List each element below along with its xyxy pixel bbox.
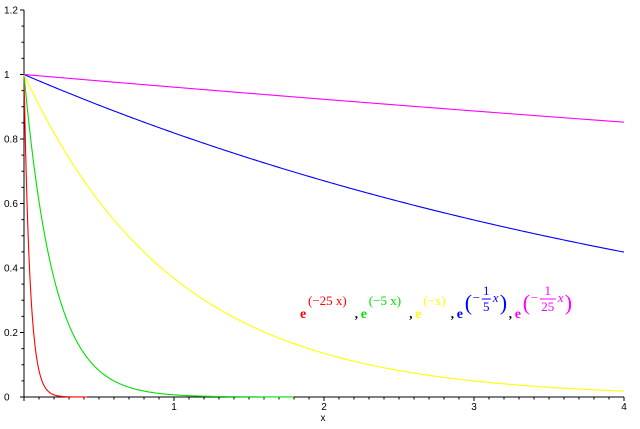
x-tick-label: 3 <box>471 402 477 413</box>
series-lines <box>23 73 625 398</box>
legend-denominator: 5 <box>483 299 490 314</box>
y-tick-label: 1 <box>4 70 10 81</box>
legend-denominator: 25 <box>541 299 554 314</box>
legend-exponent: (−25 x) <box>308 293 347 308</box>
legend-separator: , <box>509 306 512 321</box>
legend-numerator: 1 <box>483 283 490 298</box>
x-tick-label: 1 <box>171 402 177 413</box>
legend-open-paren: ( <box>523 290 530 315</box>
y-tick-label: 0.2 <box>4 328 18 339</box>
legend-base: e <box>361 307 367 322</box>
series-line <box>23 74 625 392</box>
legend-separator: , <box>355 306 358 321</box>
x-axis-label: x <box>321 413 326 424</box>
axes <box>23 10 624 398</box>
x-tick-label: 4 <box>621 402 627 413</box>
legend-open-paren: ( <box>465 290 472 315</box>
tick-marks <box>20 9 625 401</box>
legend-separator: , <box>451 306 454 321</box>
legend-variable: x <box>492 290 499 305</box>
legend-base: e <box>515 307 521 322</box>
tick-labels: 1 2 3 4 0 0.2 0.4 0.6 0.8 1 1.2 <box>4 6 627 414</box>
legend-sign: − <box>473 290 480 305</box>
y-tick-label: 0.8 <box>4 135 18 146</box>
legend-variable: x <box>557 290 564 305</box>
legend-base: e <box>415 307 421 322</box>
x-tick-label: 2 <box>321 402 327 413</box>
series-line <box>23 74 87 398</box>
legend-exponent: (−5 x) <box>369 293 401 308</box>
legend-sign: − <box>531 290 538 305</box>
series-line <box>23 73 625 123</box>
legend-base: e <box>300 307 306 322</box>
y-tick-label: 0 <box>4 393 10 404</box>
legend-close-paren: ) <box>500 290 507 315</box>
legend-base: e <box>457 307 463 322</box>
y-tick-label: 1.2 <box>4 6 18 17</box>
y-tick-label: 0.6 <box>4 199 18 210</box>
legend-exponent: (−x) <box>423 293 446 308</box>
legend-close-paren: ) <box>565 290 572 315</box>
legend-separator: , <box>409 306 412 321</box>
legend-numerator: 1 <box>545 283 552 298</box>
series-line <box>23 74 294 398</box>
y-tick-label: 0.4 <box>4 264 18 275</box>
series-line <box>23 73 625 253</box>
